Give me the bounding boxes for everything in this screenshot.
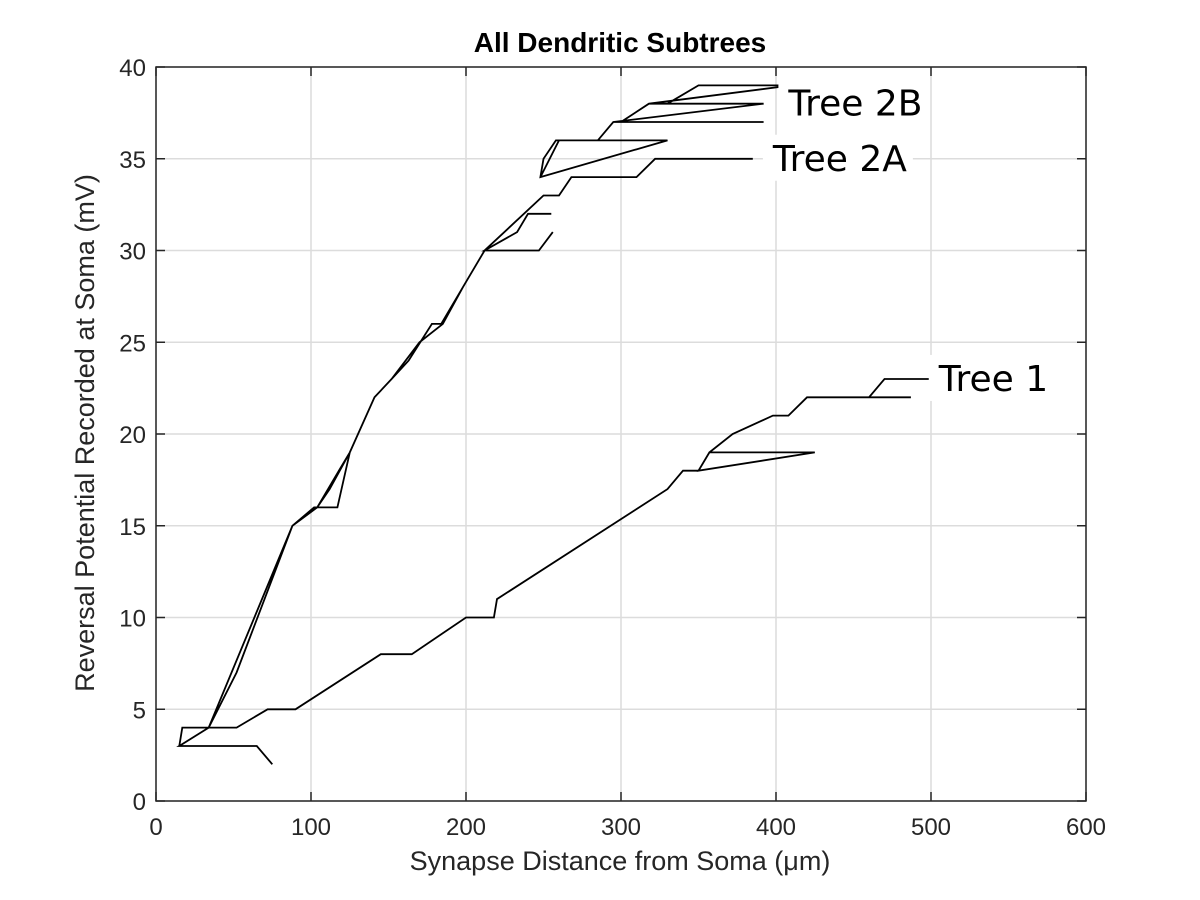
x-tick-label: 300: [601, 814, 641, 841]
y-tick-label: 15: [119, 514, 146, 541]
chart-title: All Dendritic Subtrees: [474, 27, 767, 58]
grid-lines: [155, 66, 1087, 802]
series-label-background: [762, 134, 913, 181]
y-tick-label: 5: [133, 697, 146, 724]
x-tick-label: 0: [149, 814, 162, 841]
y-tick-label: 30: [119, 239, 146, 266]
y-tick-label: 35: [119, 147, 146, 174]
x-tick-label: 100: [291, 814, 331, 841]
series-label-background: [778, 79, 929, 126]
y-tick-label: 10: [119, 606, 146, 633]
y-tick-label: 20: [119, 422, 146, 449]
series-line-tree-2a: [176, 157, 753, 765]
series-labels: Tree 1 Tree 2A Tree 2B: [762, 79, 1055, 401]
series-line-tree-2b: [539, 84, 792, 179]
axis-ticks: 0 100 200 300 400 500 600 0 5 10 15 20 25 30 35 40: [119, 55, 1106, 841]
series-label-tree-2b: Tree 2B: [787, 84, 922, 125]
series-line-tree-1: [178, 378, 935, 747]
y-axis-label: Reversal Potential Recorded at Soma (mV): [70, 174, 100, 692]
x-tick-label: 500: [911, 814, 951, 841]
y-tick-label: 25: [119, 330, 146, 357]
series-label-tree-1: Tree 1: [938, 359, 1048, 400]
series-label-tree-2a: Tree 2A: [772, 139, 907, 180]
x-axis-label: Synapse Distance from Soma (μm): [410, 846, 831, 876]
x-tick-label: 600: [1066, 814, 1106, 841]
series-lines: [176, 84, 935, 765]
y-tick-label: 0: [133, 789, 146, 816]
y-tick-label: 40: [119, 55, 146, 82]
x-tick-label: 200: [446, 814, 486, 841]
x-tick-label: 400: [756, 814, 796, 841]
series-label-background: [928, 354, 1055, 401]
